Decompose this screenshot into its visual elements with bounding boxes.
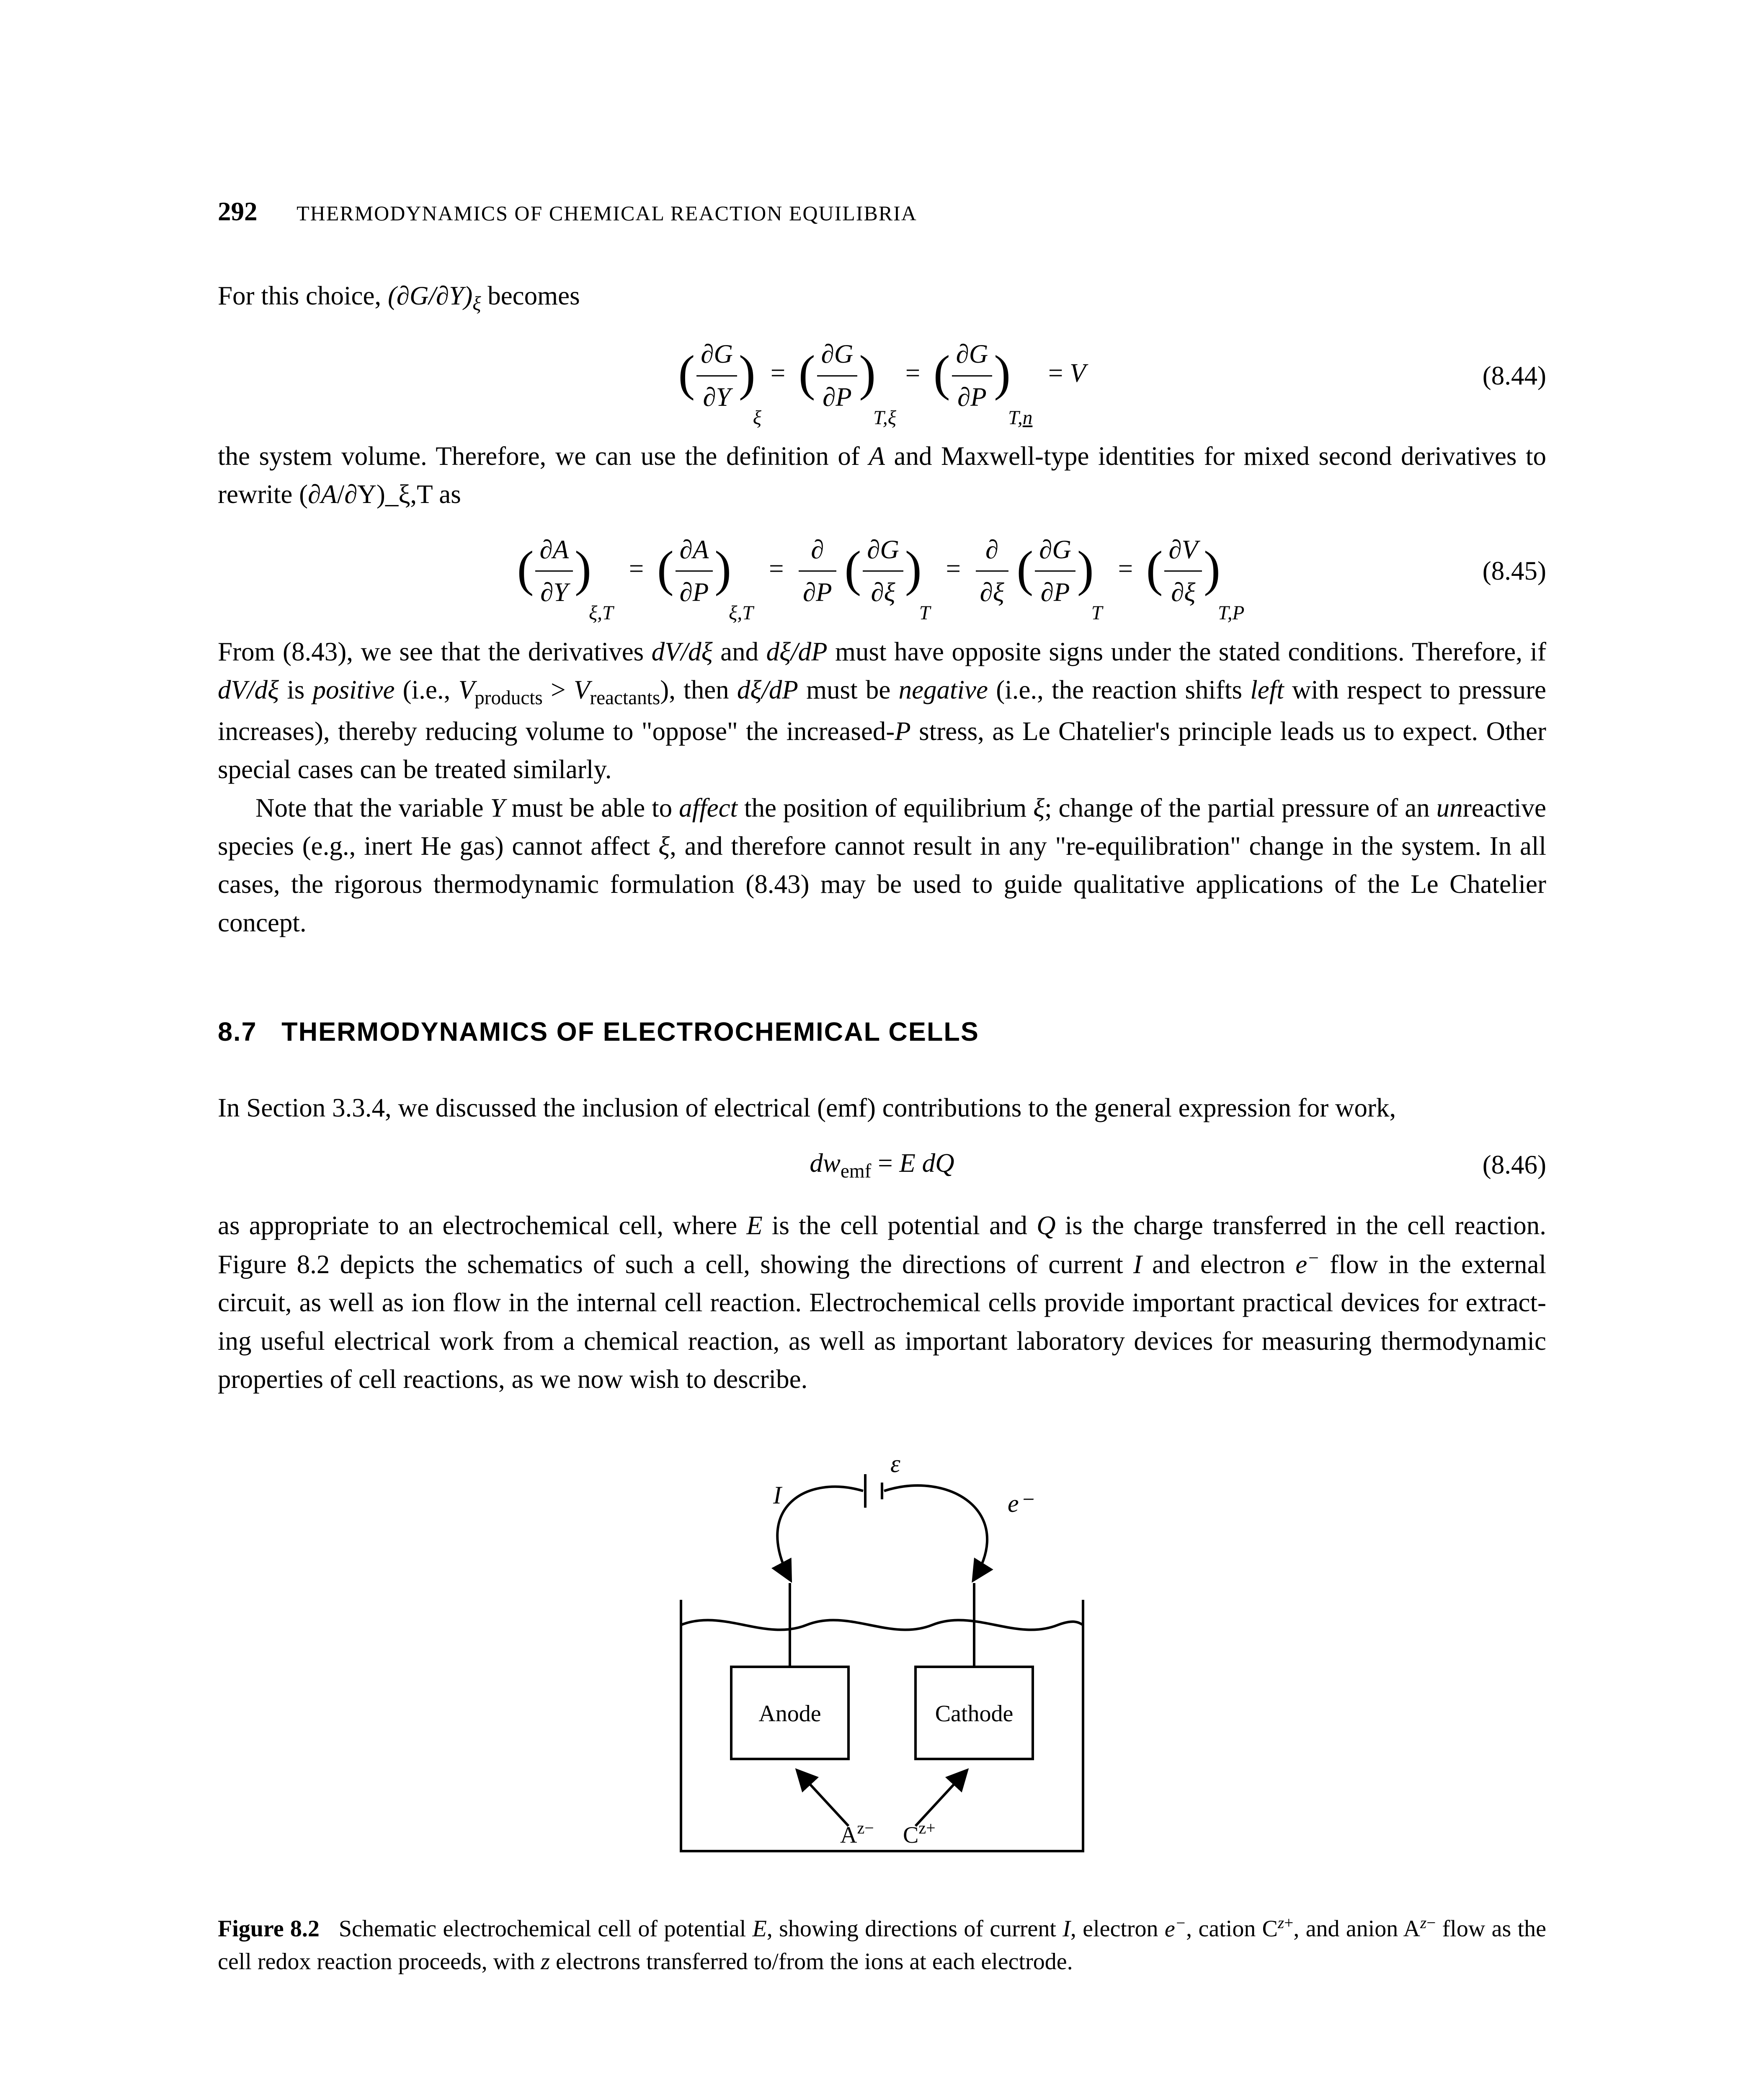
running-header: 292 THERMODYNAMICS OF CHEMICAL REACTION … — [218, 193, 1546, 231]
body-para-2: the system volume. Therefore, we can use… — [218, 437, 1546, 514]
section-para-1: In Section 3.3.4, we discussed the inclu… — [218, 1089, 1546, 1127]
electron-label: e⁻ — [1008, 1490, 1034, 1517]
equation-number: (8.45) — [1483, 552, 1546, 590]
electrochemical-cell-diagram: Anode Cathode ε I e⁻ Az− — [614, 1449, 1150, 1876]
figure-caption: Figure 8.2 Schematic electrochemical cel… — [218, 1912, 1546, 1978]
equation-8-45: (∂A∂Y)ξ,T = (∂A∂P)ξ,T = ∂∂P (∂G∂ξ)T = ∂∂… — [218, 531, 1546, 612]
epsilon-label: ε — [890, 1450, 900, 1478]
figure-label: Figure 8.2 — [218, 1916, 320, 1942]
page: 292 THERMODYNAMICS OF CHEMICAL REACTION … — [0, 0, 1764, 2094]
cation-label: Cz+ — [903, 1818, 936, 1848]
equation-number: (8.44) — [1483, 357, 1546, 395]
section-title-text: THERMODYNAMICS OF ELECTROCHEMICAL CELLS — [281, 1017, 979, 1047]
running-title: THERMODYNAMICS OF CHEMICAL REACTION EQUI… — [297, 201, 917, 225]
figure-8-2: Anode Cathode ε I e⁻ Az− — [218, 1449, 1546, 1978]
cathode-label: Cathode — [935, 1701, 1014, 1727]
page-number: 292 — [218, 197, 258, 226]
text-fragment: the system volume. Therefore, we can use… — [218, 441, 869, 471]
section-number: 8.7 — [218, 1017, 257, 1047]
body-para-1: For this choice, (∂G/∂Y)ξ becomes — [218, 277, 1546, 318]
body-para-4: Note that the variable Y must be able to… — [218, 789, 1546, 942]
section-heading: 8.7 THERMODYNAMICS OF ELECTROCHEMICAL CE… — [218, 1013, 1546, 1051]
section-para-2: as appropriate to an electrochemical cel… — [218, 1207, 1546, 1399]
anode-label: Anode — [758, 1701, 821, 1727]
equation-8-46: dwemf = E dQ (8.46) — [218, 1144, 1546, 1186]
text-fragment: /∂Y)_ξ,T as — [337, 480, 461, 509]
body-para-3: From (8.43), we see that the derivatives… — [218, 633, 1546, 789]
anion-label: Az− — [840, 1818, 874, 1848]
current-label: I — [773, 1481, 783, 1509]
equation-number: (8.46) — [1483, 1146, 1546, 1184]
equation-8-44: (∂G∂Y)ξ = (∂G∂P)T,ξ = (∂G∂P)T,n = V (8.4… — [218, 335, 1546, 416]
